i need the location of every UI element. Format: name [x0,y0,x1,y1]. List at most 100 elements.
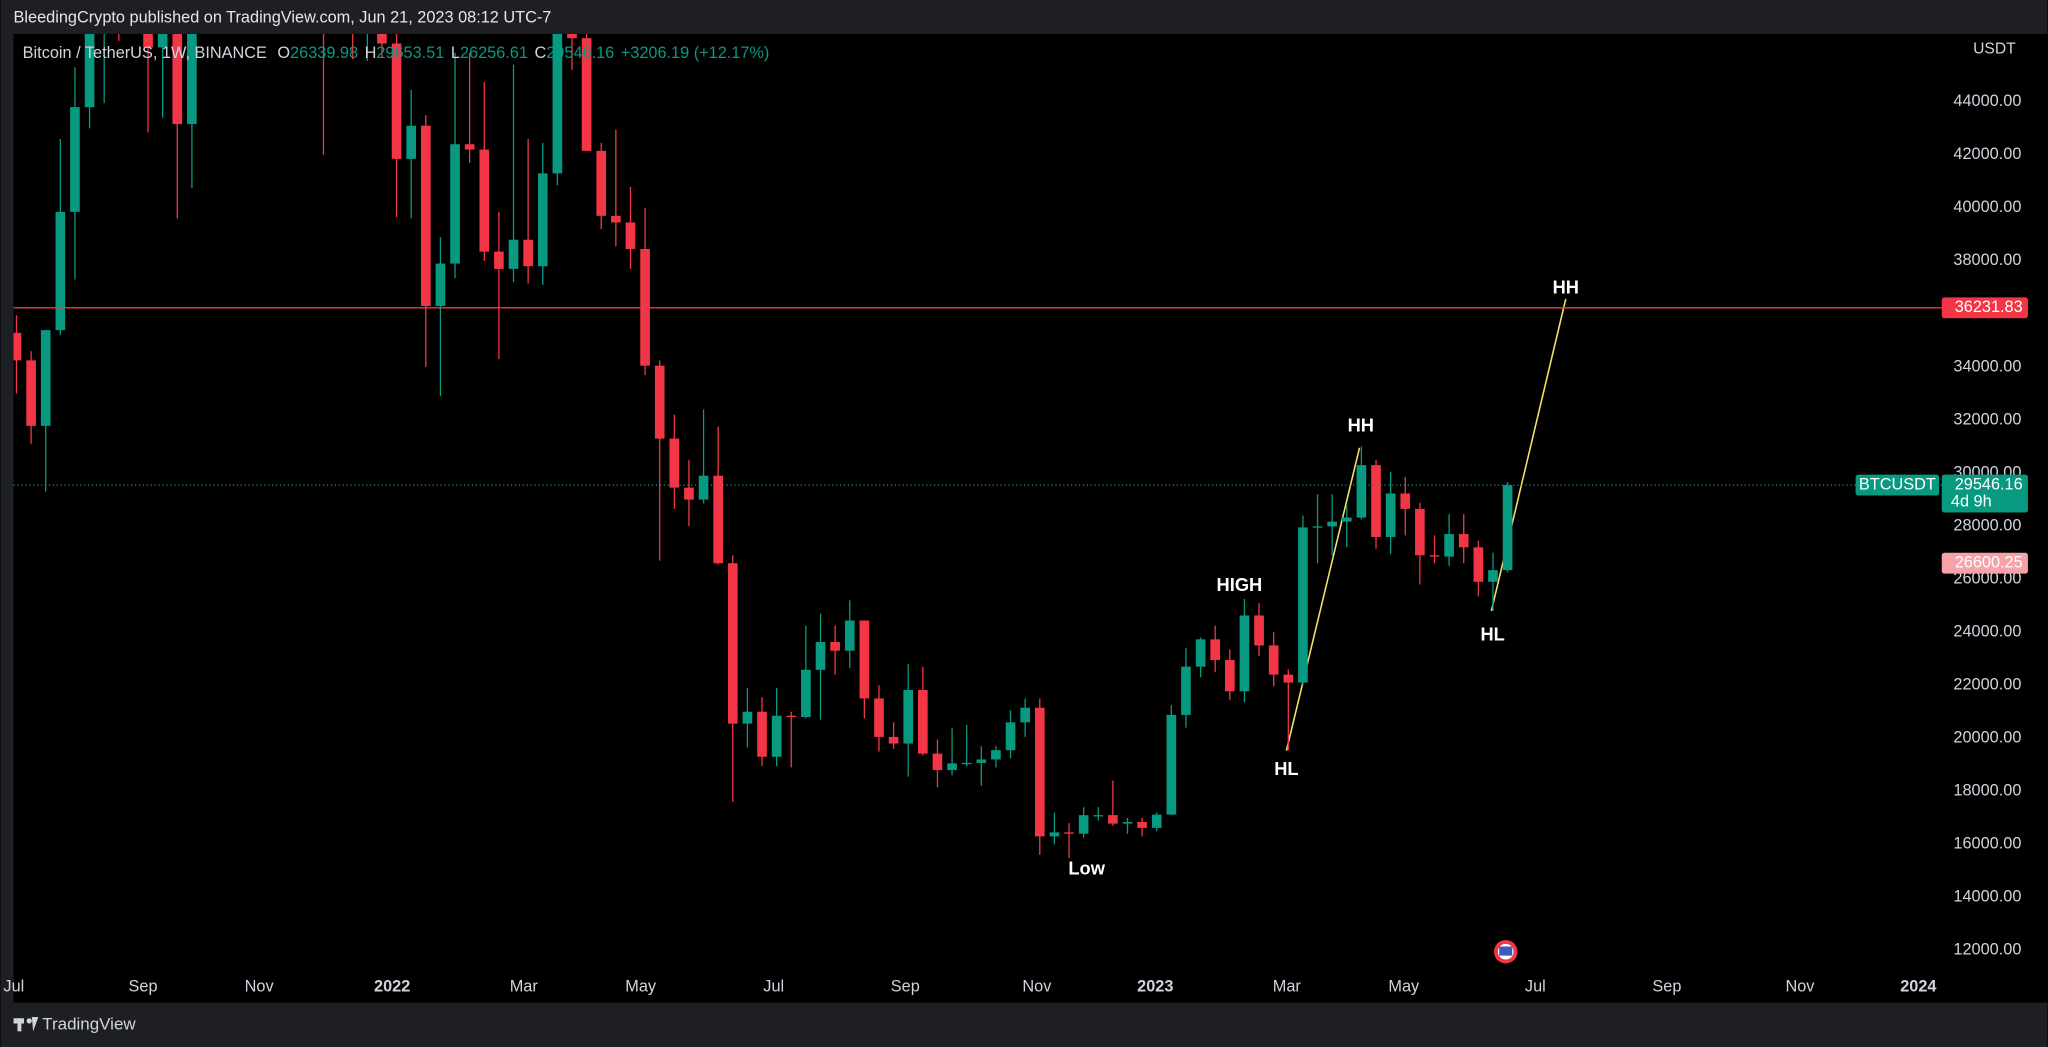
candle-body [55,211,66,331]
candle-body [698,475,709,500]
ohlc-key: O [277,44,290,62]
candle-body [377,33,387,44]
symbol-name: Bitcoin / TetherUS, 1W, BINANCE [23,44,267,62]
candle-body [991,750,1001,760]
y-tick-label: 22000.00 [1953,676,2021,694]
candle-body [435,263,446,307]
candle-body [187,33,197,125]
candle-body [450,144,460,264]
candle-body [1298,527,1308,683]
candle-body [976,759,987,763]
y-tick-label: 28000.00 [1953,516,2021,534]
symbol-tag-label: BTCUSDT [1859,475,1936,493]
annotation: Low [1068,857,1105,878]
price-tag [1941,297,2028,319]
candle-body [1064,832,1074,834]
candle-body [552,33,563,174]
candle-body [1108,815,1118,824]
x-tick-label: Jul [3,977,24,995]
candle-body [1122,822,1133,824]
price-tag [1941,474,2028,513]
candle-body [1502,485,1513,571]
candle-body [918,689,928,754]
candle-body [172,33,183,125]
candle-body [1049,832,1060,837]
x-tick-label: Jul [763,977,784,995]
candle-body [157,33,168,48]
candle-body [932,753,943,771]
x-tick-label: Nov [1785,977,1815,995]
candle-body [1034,707,1045,837]
price-tag-label: 29546.16 [1955,475,2023,493]
candle-body [596,150,607,216]
logo [13,1016,39,1032]
candle-body [567,33,577,39]
candle-body [888,736,899,744]
candle-body [1093,815,1104,817]
candle-body [1181,666,1191,715]
x-tick-label: Mar [1273,977,1302,995]
candle-body [1283,674,1294,683]
x-tick-label: Sep [1652,977,1681,995]
candle-body [70,107,80,212]
candle-body [859,620,870,699]
candle-body [581,38,592,151]
candle-body [684,487,694,500]
candle-body [1400,493,1411,509]
countdown: 4d 9h [1951,492,1992,510]
candle-body [1415,508,1425,556]
candle-body [1005,722,1016,751]
candle-body [727,563,738,724]
candle-body [947,763,957,771]
candle-body [815,641,826,670]
candle-body [1254,615,1264,646]
candle-body [1166,714,1177,815]
x-tick-label: May [1388,977,1420,995]
candle-body [874,698,884,737]
candle-body [625,222,636,249]
x-tick-label: Sep [891,977,920,995]
candle-body [406,125,417,159]
candle-body [1385,493,1396,537]
ohlc-value: 26339.98 [290,44,358,62]
annotation: HH [1553,276,1579,297]
price-tag-label: 26600.25 [1955,554,2023,572]
candle-body [757,711,767,757]
x-tick-label: 2024 [1900,977,1936,995]
annotation: HL [1274,758,1298,779]
candle-body [13,332,22,361]
axis-unit: USDT [1973,41,2016,58]
flag-icon [1493,939,1518,964]
candle-body [1239,615,1250,692]
candle-body [464,144,475,150]
candle-body [420,125,431,307]
y-tick-label: 24000.00 [1953,622,2021,640]
candle-body [830,641,840,651]
candle-body [26,360,36,426]
x-tick-label: Jul [1525,977,1546,995]
candle-body [508,239,519,269]
x-tick-label: 2022 [374,977,410,995]
y-tick-label: 16000.00 [1953,835,2021,853]
y-tick-label: 38000.00 [1953,251,2021,269]
symbol-tag [1855,474,1940,496]
ohlc-key: L [451,44,460,62]
candle-body [1151,814,1162,828]
candle-body [1312,526,1323,528]
change: +3206.19 (+12.17%) [621,44,770,62]
candle-body [1429,555,1440,557]
candle-body [611,215,621,223]
x-tick-label: Nov [245,977,275,995]
annotation: HL [1480,624,1504,645]
candle-body [771,715,782,757]
candle-body [844,620,855,651]
y-tick-label: 34000.00 [1953,357,2021,375]
price-tag-label: 36231.83 [1955,298,2023,316]
candle-body [143,33,153,48]
candle-body [1137,822,1147,828]
candle-body [1356,465,1367,518]
x-tick-label: Sep [129,977,158,995]
candle-body [1327,521,1337,527]
candle-body [1371,465,1381,537]
